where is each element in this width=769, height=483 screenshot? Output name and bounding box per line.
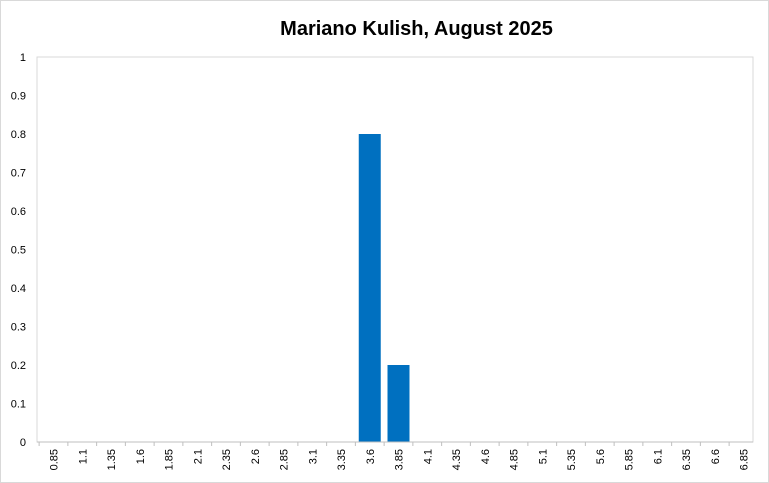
x-axis: 0.85 1.1 1.35 1.6 1.85 2.1 2.35 2.6 2.85 3.1 3.35 3… [38,442,751,470]
y-axis: 0 0.1 0.2 0.3 0.4 0.5 0.6 0.7 0.8 0.9 1 [11,52,26,449]
x-tick-label: 5.35 [566,449,578,470]
x-tick-label: 4.85 [509,449,521,470]
y-tick-label: 0.2 [11,360,26,372]
x-tick-label: 6.35 [681,449,693,470]
x-tick-label: 3.6 [365,449,377,464]
x-tick-label: 1.1 [77,449,89,464]
bars [358,134,410,442]
x-tick-label: 2.85 [279,449,291,470]
y-tick-label: 0.5 [11,245,26,257]
x-tick-label: 4.1 [422,449,434,464]
x-tick-label: 4.6 [480,449,492,464]
x-tick-label: 6.1 [652,449,664,464]
x-tick-label: 1.35 [106,449,118,470]
x-tick-label: 0.85 [49,449,61,470]
y-tick-label: 0.6 [11,206,26,218]
x-tick-label: 5.6 [595,449,607,464]
x-tick-label: 1.6 [135,449,147,464]
y-tick-label: 0.8 [11,129,26,141]
x-tick-label: 6.85 [739,449,751,470]
x-tick-label: 5.85 [624,449,636,470]
y-tick-label: 0.3 [11,322,26,334]
x-tick-label: 3.85 [394,449,406,470]
x-tick-label: 5.1 [537,449,549,464]
y-tick-label: 0.1 [11,399,26,411]
y-tick-label: 0.9 [11,91,26,103]
x-tick-label: 1.85 [164,449,176,470]
bar [358,134,381,442]
y-tick-label: 0.7 [11,168,26,180]
y-tick-label: 0.4 [11,283,26,295]
y-tick-label: 1 [20,52,26,64]
x-tick-label: 2.1 [192,449,204,464]
x-tick-label: 2.6 [250,449,262,464]
bar [387,365,410,442]
x-tick-label: 2.35 [221,449,233,470]
x-tick-label: 3.35 [336,449,348,470]
x-tick-label: 6.6 [710,449,722,464]
x-tick-label: 4.35 [451,449,463,470]
chart-title: Mariano Kulish, August 2025 [280,18,553,40]
y-tick-label: 0 [20,437,26,449]
x-tick-label: 3.1 [307,449,319,464]
